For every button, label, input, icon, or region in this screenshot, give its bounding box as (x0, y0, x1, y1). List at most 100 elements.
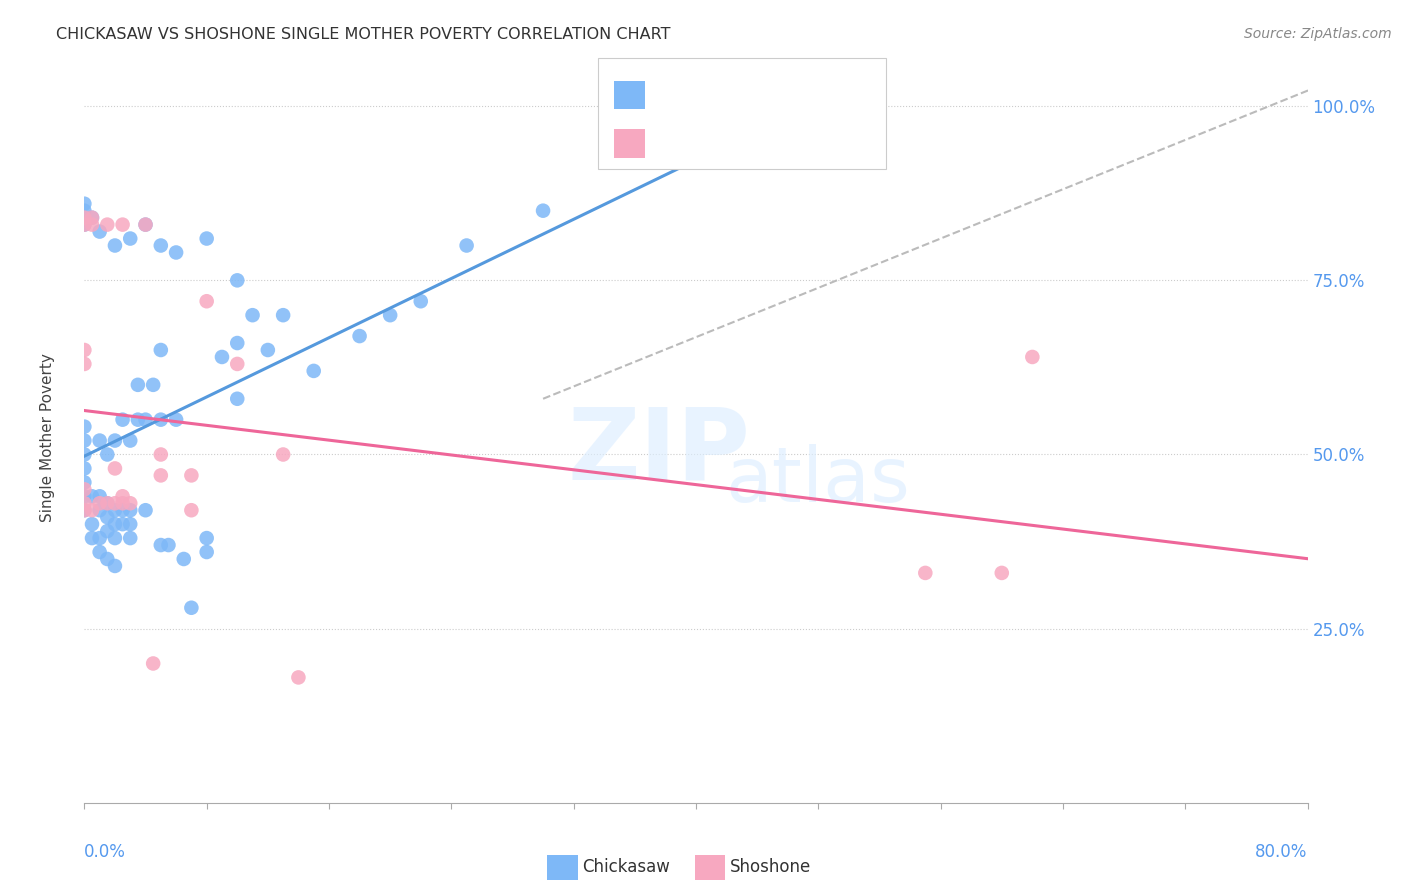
Point (149, 412, 172, 426)
Point (135, 218, 157, 232)
Point (80, 218, 103, 232)
Point (111, 496, 134, 510)
Text: ZIP: ZIP (568, 403, 751, 500)
Point (120, 517, 142, 532)
Point (456, 238, 478, 252)
Point (80, 211, 103, 225)
Point (149, 343, 172, 357)
Text: 0.101: 0.101 (682, 132, 738, 151)
Point (73, 196, 96, 211)
Point (96, 496, 118, 510)
Point (195, 294, 218, 309)
Point (531, 203, 554, 218)
Point (104, 461, 127, 475)
Point (96, 218, 118, 232)
Point (89, 496, 111, 510)
Point (104, 496, 127, 510)
Point (180, 503, 202, 517)
Point (111, 489, 134, 503)
Point (195, 531, 218, 545)
Text: 70: 70 (768, 81, 793, 99)
Point (149, 448, 172, 462)
Point (104, 558, 127, 573)
Point (111, 218, 134, 232)
Text: atlas: atlas (725, 444, 911, 518)
Text: Shoshone: Shoshone (730, 858, 811, 876)
Point (226, 273, 249, 287)
Point (80, 211, 103, 225)
Text: N =: N = (738, 132, 778, 151)
Point (409, 294, 432, 309)
Point (257, 343, 280, 357)
Point (195, 545, 218, 559)
Point (142, 657, 165, 671)
Point (73, 343, 96, 357)
Point (120, 434, 142, 448)
Point (89, 434, 111, 448)
Point (96, 496, 118, 510)
Text: 32: 32 (768, 132, 793, 151)
Point (173, 552, 195, 566)
Point (89, 545, 111, 559)
Point (104, 434, 127, 448)
Point (120, 231, 142, 245)
Point (111, 517, 134, 532)
Point (73, 357, 96, 371)
Point (80, 489, 103, 503)
Point (104, 238, 127, 252)
Point (73, 203, 96, 218)
Point (242, 308, 264, 322)
Point (73, 496, 96, 510)
Point (89, 531, 111, 545)
Point (149, 238, 172, 252)
Point (104, 517, 127, 532)
Point (73, 475, 96, 490)
Point (80, 517, 103, 532)
Point (89, 225, 111, 239)
Point (111, 503, 134, 517)
Point (287, 670, 309, 684)
Point (73, 503, 96, 517)
Point (120, 531, 142, 545)
Point (89, 489, 111, 503)
Text: N =: N = (738, 81, 778, 99)
Point (73, 503, 96, 517)
Point (73, 489, 96, 503)
Text: R =: R = (651, 81, 690, 99)
Point (211, 350, 233, 364)
Point (135, 218, 157, 232)
Point (120, 503, 142, 517)
Text: Source: ZipAtlas.com: Source: ZipAtlas.com (1244, 27, 1392, 41)
Text: CHICKASAW VS SHOSHONE SINGLE MOTHER POVERTY CORRELATION CHART: CHICKASAW VS SHOSHONE SINGLE MOTHER POVE… (56, 27, 671, 42)
Point (73, 461, 96, 475)
Point (165, 245, 187, 260)
Point (104, 503, 127, 517)
Point (135, 412, 157, 426)
Text: Chickasaw: Chickasaw (582, 858, 669, 876)
Point (226, 392, 249, 406)
Text: Single Mother Poverty: Single Mother Poverty (41, 352, 55, 522)
Point (73, 434, 96, 448)
Point (302, 364, 325, 378)
Text: 0.321: 0.321 (682, 81, 738, 99)
Point (73, 448, 96, 462)
Point (195, 231, 218, 245)
Point (349, 329, 371, 343)
Point (120, 496, 142, 510)
Point (96, 524, 118, 538)
Point (380, 308, 402, 322)
Point (226, 357, 249, 371)
Point (96, 448, 118, 462)
Point (135, 503, 157, 517)
Point (96, 510, 118, 524)
Point (111, 412, 134, 426)
Text: 0.0%: 0.0% (84, 843, 127, 861)
Point (149, 538, 172, 552)
Point (142, 377, 165, 392)
Point (127, 377, 149, 392)
Text: 80.0%: 80.0% (1256, 843, 1308, 861)
Point (157, 538, 180, 552)
Point (165, 412, 187, 426)
Point (226, 336, 249, 351)
Point (914, 566, 936, 580)
